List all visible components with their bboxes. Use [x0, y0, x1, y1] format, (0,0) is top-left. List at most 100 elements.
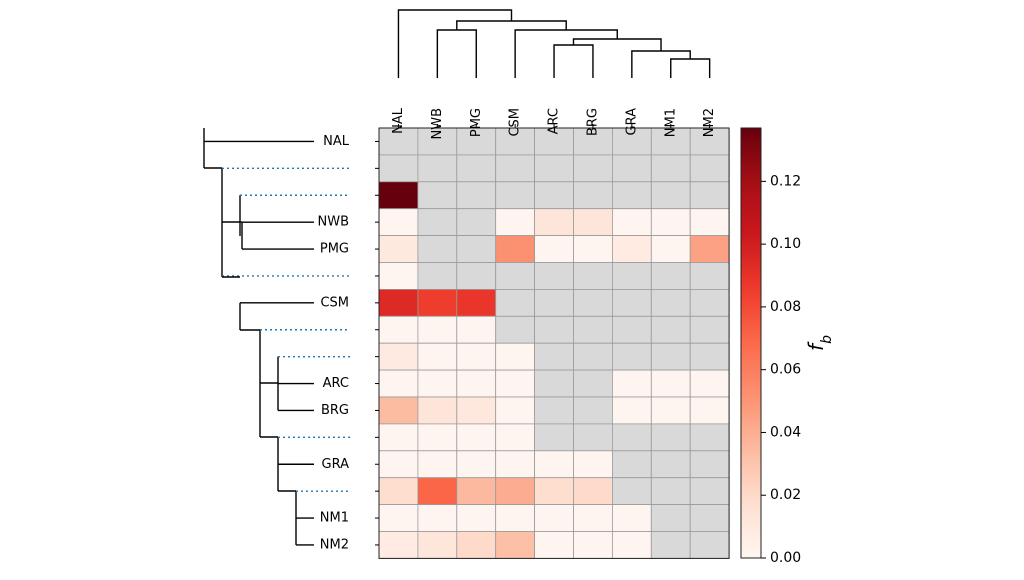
heatmap-cell — [534, 181, 574, 210]
heatmap-cell — [456, 208, 497, 236]
row-labels: NAL NWB PMG CSM ARC BRG GRA NM1 NM2 — [318, 134, 379, 552]
heatmap-cell — [573, 423, 613, 452]
heatmap-cell — [495, 423, 536, 452]
dendrogram-link — [397, 9, 513, 78]
heatmap-cell — [650, 262, 691, 290]
heatmap-cell — [378, 154, 419, 183]
heatmap-cell — [573, 262, 613, 290]
heatmap-cell — [650, 396, 691, 425]
column-label: CSM — [508, 108, 523, 137]
row-label: BRG — [321, 403, 349, 418]
heatmap-cell — [495, 504, 536, 532]
heatmap-cell — [417, 477, 458, 506]
heatmap-cell — [378, 369, 419, 398]
heatmap-cell — [650, 154, 691, 183]
heatmap-cell — [456, 531, 497, 559]
heatmap-cell — [612, 315, 652, 344]
column-label: NM1 — [663, 108, 678, 137]
heatmap-cell — [650, 423, 691, 452]
heatmap-cell — [456, 450, 497, 479]
heatmap-cell — [534, 208, 574, 236]
heatmap-cell — [456, 181, 497, 210]
heatmap-cell — [612, 127, 652, 156]
heatmap-cell — [417, 531, 458, 559]
heatmap-cell — [378, 477, 419, 506]
row-label: ARC — [323, 376, 349, 391]
heatmap-cell — [650, 531, 691, 559]
heatmap-cell — [612, 477, 652, 506]
heatmap-cell — [650, 288, 691, 317]
colorbar-tick-label: 0.04 — [770, 424, 801, 440]
column-dendrogram — [397, 9, 711, 78]
heatmap-cell — [417, 423, 458, 452]
heatmap-cell — [495, 208, 536, 236]
column-label: BRG — [585, 108, 600, 136]
heatmap-cell — [378, 423, 419, 452]
column-label: NM2 — [702, 108, 717, 137]
heatmap-cell — [689, 315, 730, 344]
heatmap-cell — [378, 450, 419, 479]
heatmap-cell — [612, 369, 652, 398]
heatmap-cell — [417, 369, 458, 398]
heatmap-cell — [456, 262, 497, 290]
colorbar-tick-label: 0.00 — [770, 550, 801, 566]
row-label: NAL — [323, 134, 350, 149]
heatmap-cell — [612, 262, 652, 290]
heatmap-cell — [378, 288, 419, 317]
heatmap-cell — [378, 531, 419, 559]
heatmap-cell — [378, 208, 419, 236]
heatmap-cell — [534, 154, 574, 183]
heatmap-cell — [612, 342, 652, 371]
heatmap-cell — [534, 262, 574, 290]
heatmap-cell — [378, 235, 419, 263]
row-label: NM2 — [320, 537, 349, 552]
heatmap-cell — [573, 531, 613, 559]
heatmap-cell — [650, 235, 691, 263]
column-label: GRA — [624, 108, 639, 136]
heatmap-cell — [495, 396, 536, 425]
heatmap-cell — [689, 208, 730, 236]
heatmap-cell — [534, 504, 574, 532]
heatmap-cell — [495, 369, 536, 398]
heatmap-cell — [689, 450, 730, 479]
heatmap-cell — [612, 154, 652, 183]
heatmap-cell — [456, 423, 497, 452]
heatmap-cell — [378, 262, 419, 290]
heatmap-cell — [456, 342, 497, 371]
heatmap-cell — [650, 315, 691, 344]
heatmap-cells — [378, 127, 730, 559]
heatmap-cell — [650, 127, 691, 156]
heatmap-cell — [650, 450, 691, 479]
heatmap-cell — [689, 504, 730, 532]
heatmap-cell — [495, 450, 536, 479]
heatmap-cell — [573, 154, 613, 183]
heatmap-cell — [456, 369, 497, 398]
heatmap-cell — [417, 450, 458, 479]
heatmap-cell — [495, 477, 536, 506]
heatmap-cell — [573, 235, 613, 263]
heatmap-cell — [495, 288, 536, 317]
heatmap-cell — [573, 477, 613, 506]
heatmap-cell — [534, 369, 574, 398]
heatmap-cell — [417, 208, 458, 236]
dendrogram-link — [456, 20, 567, 30]
heatmap-cell — [456, 288, 497, 317]
colorbar-label: fb — [804, 335, 835, 351]
colorbar-tick-label: 0.10 — [770, 236, 801, 252]
heatmap-cell — [612, 181, 652, 210]
heatmap-cell — [689, 369, 730, 398]
heatmap-cell — [573, 288, 613, 317]
heatmap-cell — [378, 315, 419, 344]
heatmap-cell — [689, 531, 730, 559]
heatmap-cell — [534, 235, 574, 263]
heatmap-cell — [417, 154, 458, 183]
heatmap-cell — [495, 531, 536, 559]
heatmap-cell — [573, 342, 613, 371]
heatmap-cell — [417, 262, 458, 290]
heatmap-cell — [534, 315, 574, 344]
heatmap-cell — [417, 181, 458, 210]
heatmap-cell — [612, 423, 652, 452]
heatmap-cell — [689, 181, 730, 210]
dendrogram-link — [670, 58, 711, 78]
